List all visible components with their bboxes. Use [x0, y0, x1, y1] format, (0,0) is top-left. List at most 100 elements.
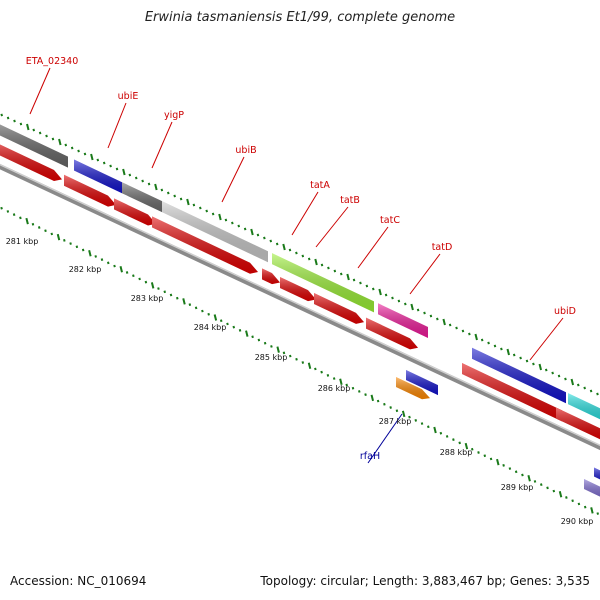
inner-tick — [176, 296, 179, 300]
gene-feature-cyan-shade — [568, 393, 600, 420]
inner-tick — [383, 402, 386, 406]
inner-tick — [301, 361, 305, 364]
inner-tick — [295, 357, 298, 361]
inner-tick — [81, 248, 85, 252]
outer-tick — [583, 386, 586, 390]
kbp-label: 290 kbp — [561, 517, 594, 526]
inner-tick — [552, 489, 556, 493]
outer-tick — [167, 191, 170, 195]
genome-summary-text: Topology: circular; Length: 3,883,467 bp… — [260, 574, 590, 588]
inner-tick — [439, 431, 443, 435]
inner-tick — [533, 480, 537, 483]
gene-label-line-ubiB — [221, 156, 245, 203]
inner-tick — [389, 406, 392, 409]
outer-tick — [500, 347, 503, 351]
inner-tick — [351, 386, 355, 390]
outer-tick — [19, 122, 23, 126]
inner-tick — [6, 210, 10, 213]
cds-arrow-2-shade — [64, 174, 116, 207]
outer-tick — [327, 266, 330, 270]
outer-tick — [115, 167, 119, 171]
outer-tick — [352, 278, 356, 282]
outer-tick — [26, 123, 30, 131]
outer-tick — [38, 131, 42, 135]
inner-tick — [577, 502, 581, 506]
inner-tick — [464, 442, 469, 450]
cds-arrow-9-shade — [462, 363, 570, 422]
outer-tick — [525, 359, 529, 363]
cds-arrow-6-shade — [280, 276, 316, 302]
kbp-label: 288 kbp — [440, 448, 473, 457]
inner-tick — [226, 322, 229, 326]
outer-tick — [122, 168, 126, 176]
outer-tick — [301, 254, 305, 258]
inner-tick — [257, 338, 261, 342]
outer-tick — [6, 116, 10, 120]
inner-tick — [583, 505, 587, 509]
inner-tick — [276, 346, 280, 353]
outer-tick — [596, 392, 599, 396]
gene-label-ubiB: ubiB — [235, 145, 256, 156]
outer-tick — [512, 353, 516, 357]
outer-tick — [519, 356, 522, 360]
outer-tick — [32, 128, 36, 132]
outer-tick — [544, 368, 548, 372]
gene-feature-ubiB-shade — [162, 201, 268, 263]
outer-tick — [199, 206, 202, 210]
inner-tick — [345, 383, 348, 387]
cds-arrow-1-shade — [0, 144, 62, 182]
gene-feature-rfaH-shade — [396, 377, 430, 400]
inner-tick — [94, 255, 97, 258]
inner-tick — [521, 473, 524, 477]
outer-tick — [77, 149, 80, 153]
inner-tick — [245, 330, 249, 337]
gene-feature-blue-small-shade — [406, 370, 438, 396]
outer-tick — [13, 119, 16, 123]
outer-tick — [109, 164, 112, 168]
gene-label-ETA_02340: ETA_02340 — [26, 56, 79, 67]
inner-tick — [132, 274, 135, 278]
inner-tick — [288, 354, 292, 358]
outer-tick — [436, 317, 439, 321]
inner-tick — [483, 454, 487, 458]
inner-tick — [238, 328, 242, 332]
ticks-layer — [0, 113, 600, 515]
inner-tick — [219, 319, 223, 323]
inner-tick — [150, 282, 155, 289]
inner-tick — [44, 229, 47, 233]
inner-tick — [590, 507, 594, 514]
outer-tick — [551, 371, 554, 375]
inner-tick — [194, 306, 198, 310]
inner-tick — [477, 451, 480, 454]
inner-tick — [339, 378, 343, 386]
gene-label-tatA: tatA — [310, 180, 330, 191]
inner-tick — [12, 213, 16, 217]
inner-tick — [106, 261, 110, 265]
outer-tick — [570, 378, 575, 386]
outer-tick — [90, 153, 94, 161]
outer-tick — [45, 134, 48, 138]
inner-tick — [69, 242, 72, 245]
outer-tick — [416, 308, 420, 312]
inner-tick — [157, 287, 160, 290]
gene-label-line-tatA — [291, 191, 319, 236]
inner-tick — [540, 483, 543, 487]
outer-tick — [384, 293, 388, 297]
gene-label-ubiE: ubiE — [118, 91, 139, 102]
inner-tick — [0, 206, 3, 210]
gene-label-line-ubiD — [529, 317, 564, 361]
inner-tick — [496, 458, 500, 466]
gene-feature-purple-edge-shade — [584, 479, 600, 497]
inner-tick — [113, 264, 116, 268]
gene-label-line-tatB — [315, 206, 349, 248]
gene-feature-ubiD-shade — [472, 347, 566, 404]
gene-label-tatB: tatB — [340, 195, 360, 206]
features-layer — [0, 124, 600, 497]
outer-tick — [128, 173, 132, 177]
inner-tick — [452, 438, 455, 442]
outer-tick — [179, 197, 183, 201]
outer-tick — [506, 348, 510, 356]
kbp-label: 285 kbp — [255, 353, 288, 362]
inner-tick — [414, 418, 418, 422]
